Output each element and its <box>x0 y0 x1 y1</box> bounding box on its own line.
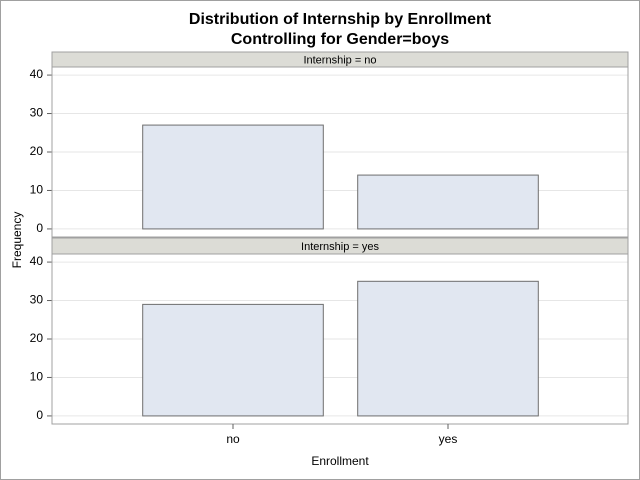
panel-label: Internship = no <box>303 54 376 66</box>
bar <box>357 174 539 230</box>
x-axis-label: Enrollment <box>311 454 369 468</box>
x-tick-label: no <box>226 432 240 446</box>
y-tick-label: 20 <box>30 144 44 158</box>
y-tick-label: 10 <box>30 183 44 197</box>
y-tick-label: 30 <box>30 293 44 307</box>
chart-subtitle: Controlling for Gender=boys <box>231 31 449 48</box>
plot-frame <box>51 66 629 238</box>
plot-frame <box>51 253 629 425</box>
y-tick-label: 0 <box>36 221 43 235</box>
y-axis-label: Frequency <box>10 212 24 269</box>
x-tick-label: yes <box>439 432 458 446</box>
bar <box>142 303 324 417</box>
chart-title: Distribution of Internship by Enrollment <box>189 11 492 28</box>
y-tick-label: 0 <box>36 408 43 422</box>
y-tick-label: 40 <box>30 254 44 268</box>
y-tick-label: 30 <box>30 106 44 120</box>
bar <box>142 124 324 230</box>
bar <box>357 280 539 417</box>
y-tick-label: 20 <box>30 331 44 345</box>
y-tick-label: 40 <box>30 67 44 81</box>
panel-label: Internship = yes <box>301 241 379 253</box>
y-tick-label: 10 <box>30 370 44 384</box>
